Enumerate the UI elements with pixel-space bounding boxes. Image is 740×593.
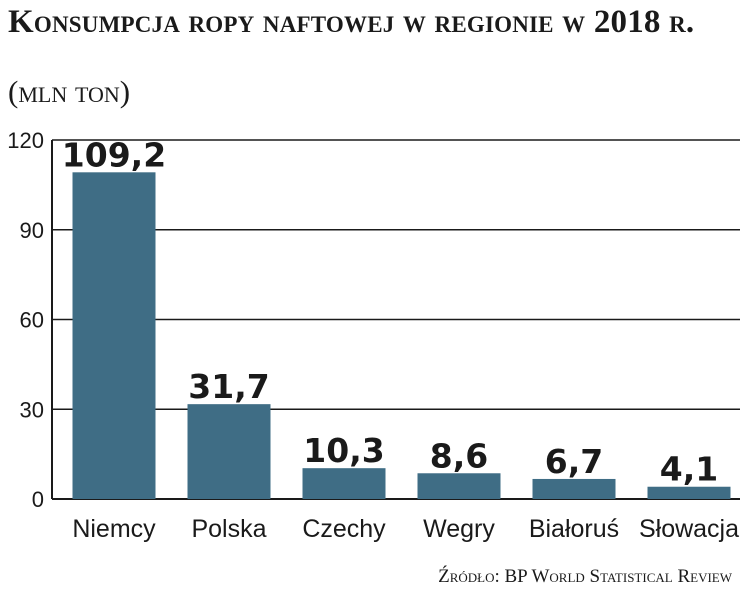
bar <box>647 486 731 499</box>
source-note: Źródło: BP World Statistical Review <box>438 566 732 587</box>
bar <box>72 172 156 499</box>
y-tick-label: 90 <box>20 218 44 243</box>
bar <box>417 473 501 499</box>
y-tick-label: 120 <box>7 128 44 153</box>
data-label: 4,1 <box>660 450 718 489</box>
data-label: 31,7 <box>188 367 269 406</box>
bar <box>302 468 386 499</box>
x-category-label: Polska <box>191 515 266 543</box>
chart-title: Konsumpcja ropy naftowej w regionie w 20… <box>8 4 695 40</box>
y-tick-label: 30 <box>20 397 44 422</box>
data-label: 6,7 <box>545 442 603 481</box>
x-category-label: Czechy <box>302 515 386 543</box>
x-category-label: Niemcy <box>72 515 156 543</box>
y-tick-label: 0 <box>32 487 44 512</box>
data-label: 10,3 <box>303 431 384 470</box>
x-category-label: Wegry <box>423 515 495 543</box>
bar <box>532 478 616 499</box>
x-category-label: Słowacja <box>639 515 739 543</box>
data-label: 8,6 <box>430 436 488 475</box>
y-tick-label: 60 <box>20 308 44 333</box>
unit-label: (mln ton) <box>8 74 131 109</box>
data-label: 109,2 <box>62 135 166 174</box>
bar <box>187 404 271 499</box>
x-category-label: Białoruś <box>529 515 619 543</box>
